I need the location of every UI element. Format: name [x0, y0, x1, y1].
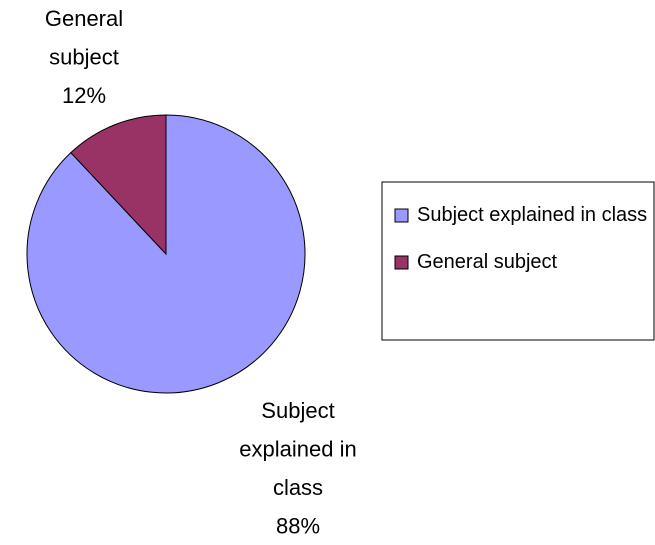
data-labels: Subject explained in class 88% General subjec…	[45, 6, 357, 539]
label-line: explained in	[239, 436, 356, 461]
legend-box	[381, 181, 655, 341]
data-label-name: Subject explained in class	[239, 398, 356, 500]
legend-swatch	[394, 208, 409, 223]
legend-swatch	[394, 255, 409, 270]
legend-label: Subject explained in class	[417, 204, 647, 226]
label-line: Subject	[261, 398, 334, 423]
legend: Subject explained in class General subjec…	[381, 181, 655, 341]
label-line: Subject explained in class	[417, 204, 647, 226]
label-line: General	[45, 6, 123, 31]
label-line: subject	[49, 44, 119, 69]
label-line: class	[273, 475, 323, 500]
label-line: General subject	[417, 251, 558, 273]
pie	[26, 114, 306, 394]
pie-slice	[70, 114, 167, 256]
legend-label: General subject	[417, 251, 558, 273]
data-label-value: 12%	[62, 83, 106, 108]
data-label-name: General subject	[45, 6, 123, 70]
data-label-value: 88%	[276, 513, 320, 538]
